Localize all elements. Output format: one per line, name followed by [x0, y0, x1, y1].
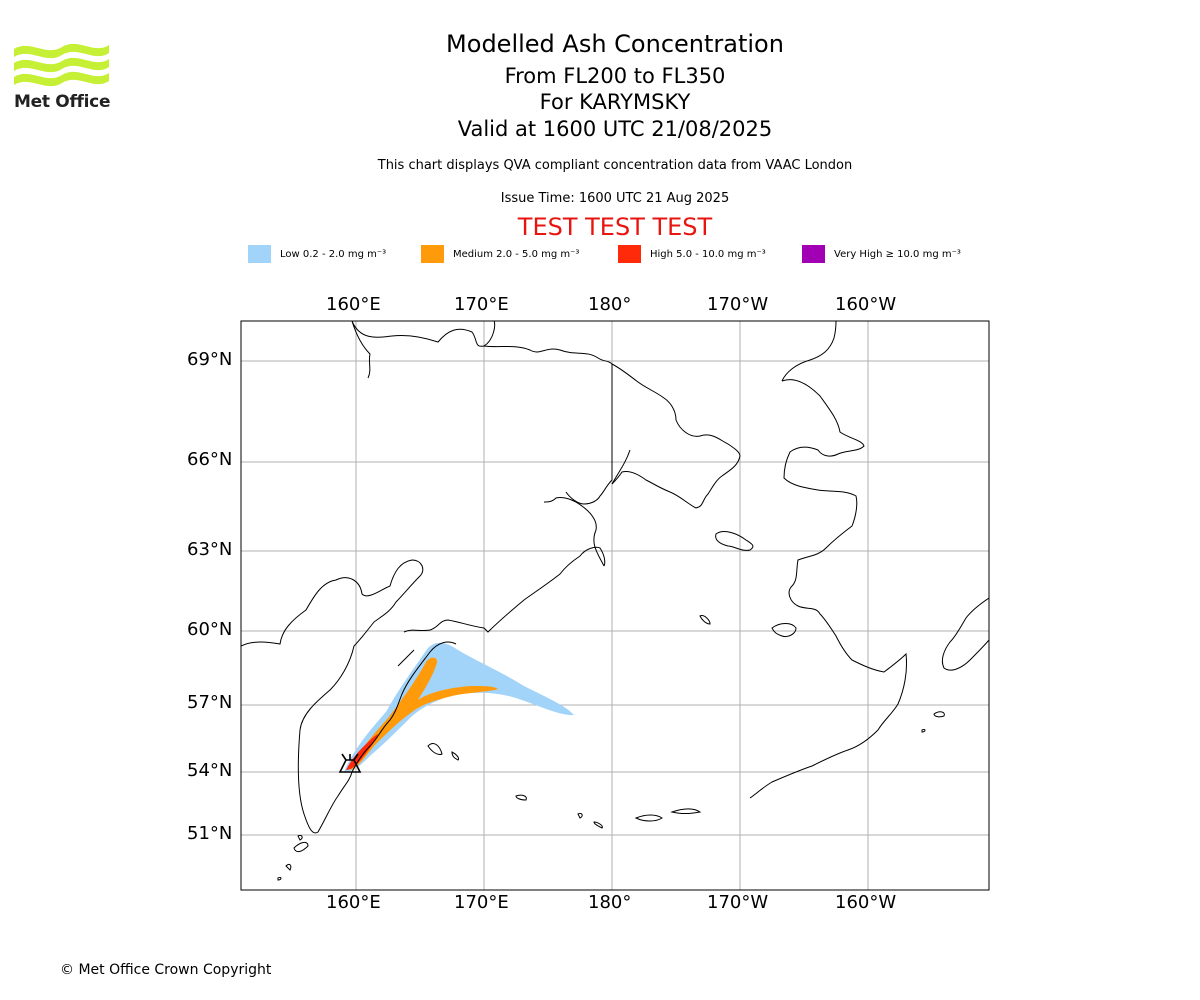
chart-title: Modelled Ash Concentration — [446, 30, 784, 58]
island — [297, 835, 303, 841]
valid-time: Valid at 1600 UTC 21/08/2025 — [457, 117, 773, 141]
island — [715, 531, 754, 551]
copyright: © Met Office Crown Copyright — [60, 962, 272, 978]
island — [670, 808, 702, 814]
legend-label-low: Low 0.2 - 2.0 mg m⁻³ — [280, 248, 387, 260]
lon-tick-top-160w: 160°W — [835, 294, 897, 315]
island — [293, 841, 309, 853]
kamchatka-coast — [351, 321, 613, 379]
logo-text: Met Office — [14, 92, 111, 112]
lat-tick-51n: 51°N — [187, 823, 233, 844]
island — [277, 876, 282, 881]
lat-tick-54n: 54°N — [187, 760, 233, 781]
lon-tick-bottom-170e: 170°E — [454, 892, 509, 913]
island — [771, 623, 797, 637]
island — [451, 751, 459, 761]
lon-tick-top-170w: 170°W — [707, 294, 769, 315]
island — [634, 814, 663, 822]
lat-tick-60n: 60°N — [187, 619, 233, 640]
island — [285, 863, 292, 871]
island — [921, 728, 926, 733]
legend-item-high: High 5.0 - 10.0 mg m⁻³ — [618, 244, 766, 264]
island — [427, 743, 443, 755]
legend-label-high: High 5.0 - 10.0 mg m⁻³ — [650, 248, 766, 260]
lon-tick-top-160e: 160°E — [326, 294, 381, 315]
island — [933, 711, 945, 718]
lat-tick-63n: 63°N — [187, 539, 233, 560]
lon-tick-top-180: 180° — [588, 294, 632, 315]
legend-swatch-low — [248, 245, 271, 263]
legend-item-low: Low 0.2 - 2.0 mg m⁻³ — [248, 244, 386, 264]
lon-tick-bottom-170w: 170°W — [707, 892, 769, 913]
met-office-logo — [14, 43, 109, 87]
island — [593, 821, 603, 829]
test-banner: TEST TEST TEST — [517, 213, 713, 241]
volcano-name: For KARYMSKY — [539, 90, 691, 114]
legend-swatch-medium — [421, 245, 444, 263]
island — [577, 813, 583, 819]
flight-levels: From FL200 to FL350 — [504, 64, 726, 88]
legend-label-medium: Medium 2.0 - 5.0 mg m⁻³ — [453, 248, 580, 260]
lat-tick-57n: 57°N — [187, 692, 233, 713]
qva-note: This chart displays QVA compliant concen… — [377, 158, 853, 173]
island — [699, 615, 711, 625]
lon-tick-top-170e: 170°E — [454, 294, 509, 315]
lon-tick-bottom-160w: 160°W — [835, 892, 897, 913]
legend-swatch-very-high — [802, 245, 825, 263]
lon-tick-bottom-160e: 160°E — [326, 892, 381, 913]
ash-plume-low — [344, 642, 574, 772]
legend-item-medium: Medium 2.0 - 5.0 mg m⁻³ — [421, 244, 579, 264]
lon-tick-bottom-180: 180° — [588, 892, 632, 913]
legend-swatch-high — [618, 245, 641, 263]
ash-plume-medium — [350, 657, 498, 770]
issue-time: Issue Time: 1600 UTC 21 Aug 2025 — [500, 191, 730, 206]
volcano-marker — [338, 753, 362, 773]
map-frame — [240, 320, 990, 891]
lat-tick-69n: 69°N — [187, 349, 233, 370]
legend-label-very-high: Very High ≥ 10.0 mg m⁻³ — [834, 248, 961, 260]
lat-tick-66n: 66°N — [187, 449, 233, 470]
legend-item-very-high: Very High ≥ 10.0 mg m⁻³ — [802, 244, 961, 264]
island — [515, 794, 527, 801]
coastlines — [241, 321, 989, 881]
gridlines — [241, 321, 989, 890]
